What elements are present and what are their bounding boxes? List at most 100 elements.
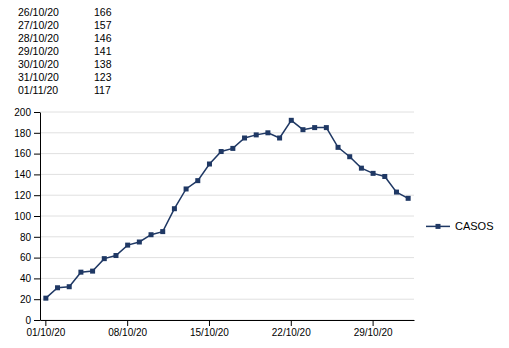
tick-label: 160 — [14, 148, 31, 159]
grid-line — [40, 174, 414, 175]
grid-line — [40, 153, 414, 154]
marker — [300, 127, 305, 132]
grid-line — [40, 216, 414, 217]
axis-line — [40, 113, 41, 321]
tick-mark — [34, 320, 40, 321]
table-value: 123 — [94, 71, 112, 83]
tick-mark — [34, 112, 40, 113]
tick: 200 — [14, 107, 40, 118]
tick-label: 01/10/20 — [26, 327, 65, 338]
tick-mark — [34, 237, 40, 238]
tick-mark — [34, 133, 40, 134]
tick-mark — [34, 174, 40, 175]
tick: 29/10/20 — [354, 320, 393, 338]
tick: 15/10/20 — [190, 320, 229, 338]
tick: 0 — [25, 315, 40, 326]
marker — [184, 186, 189, 191]
tick: 180 — [14, 128, 40, 139]
tick-mark — [34, 154, 40, 155]
table-date: 30/10/20 — [18, 58, 59, 70]
marker — [265, 130, 270, 135]
grid-line — [40, 132, 414, 133]
table-value: 117 — [94, 84, 111, 96]
marker — [207, 162, 212, 167]
marker — [90, 269, 95, 274]
marker — [289, 118, 294, 123]
tick-label: 200 — [14, 107, 31, 118]
table-date: 01/11/20 — [18, 84, 58, 96]
table-date: 29/10/20 — [18, 45, 59, 57]
marker — [230, 146, 235, 151]
legend-marker — [436, 224, 441, 229]
grid-line — [40, 112, 414, 113]
tick-mark — [45, 320, 46, 326]
table: 26/10/2016627/10/2015728/10/2014629/10/2… — [18, 6, 112, 96]
grid-line — [40, 278, 414, 279]
tick: 08/10/20 — [108, 320, 147, 338]
legend-item: CASOS — [426, 220, 494, 232]
table-value: 157 — [94, 19, 112, 31]
table-date: 28/10/20 — [18, 32, 59, 44]
tick-label: 40 — [20, 273, 32, 284]
tick: 100 — [14, 211, 40, 222]
marker — [125, 243, 130, 248]
tick-label: 15/10/20 — [190, 327, 229, 338]
marker — [43, 296, 48, 301]
tick-mark — [34, 299, 40, 300]
grid-line — [40, 236, 414, 237]
marker — [394, 190, 399, 195]
tick-mark — [34, 278, 40, 279]
tick-label: 80 — [20, 232, 32, 243]
tick-label: 20 — [20, 294, 32, 305]
tick: 22/10/20 — [272, 320, 311, 338]
marker — [160, 229, 165, 234]
grid — [40, 112, 414, 320]
axis-line — [41, 320, 415, 321]
grid-line — [40, 320, 414, 321]
tick: 120 — [14, 190, 40, 201]
marker — [382, 174, 387, 179]
tick: 60 — [20, 252, 40, 263]
x-axis: 01/10/20 08/10/20 15/10/20 22/10/20 29/10/20 — [26, 320, 414, 338]
table-value: 141 — [94, 45, 112, 57]
table-date: 26/10/20 — [18, 6, 59, 18]
legend: CASOS — [426, 220, 494, 232]
marker — [102, 256, 107, 261]
tick: 40 — [20, 273, 40, 284]
tick-label: 60 — [20, 252, 32, 263]
marker — [312, 125, 317, 130]
chart: 26/10/2016627/10/2015728/10/2014629/10/2… — [0, 0, 509, 348]
tick-label: 0 — [25, 315, 31, 326]
marker — [277, 136, 282, 141]
tick-mark — [34, 195, 40, 196]
tick-mark — [373, 320, 374, 326]
table-value: 146 — [94, 32, 112, 44]
marker — [67, 284, 72, 289]
tick: 80 — [20, 232, 40, 243]
tick-label: 180 — [14, 128, 31, 139]
marker — [219, 149, 224, 154]
tick-label: 29/10/20 — [354, 327, 393, 338]
tick: 160 — [14, 148, 40, 159]
marker — [113, 253, 118, 258]
marker — [324, 125, 329, 130]
tick-mark — [34, 258, 40, 259]
marker — [347, 154, 352, 159]
marker — [149, 232, 154, 237]
tick-mark — [209, 320, 210, 326]
tick: 20 — [20, 294, 40, 305]
tick-mark — [127, 320, 128, 326]
tick-label: 140 — [14, 169, 31, 180]
marker — [55, 285, 60, 290]
marker — [242, 136, 247, 141]
tick-label: 22/10/20 — [272, 327, 311, 338]
marker — [336, 145, 341, 150]
marker — [137, 240, 142, 245]
tick-label: 100 — [14, 211, 31, 222]
marker — [195, 178, 200, 183]
grid-line — [40, 299, 414, 300]
grid-line — [40, 257, 414, 258]
table-date: 27/10/20 — [18, 19, 59, 31]
marker — [254, 132, 259, 137]
legend-label: CASOS — [455, 220, 494, 232]
